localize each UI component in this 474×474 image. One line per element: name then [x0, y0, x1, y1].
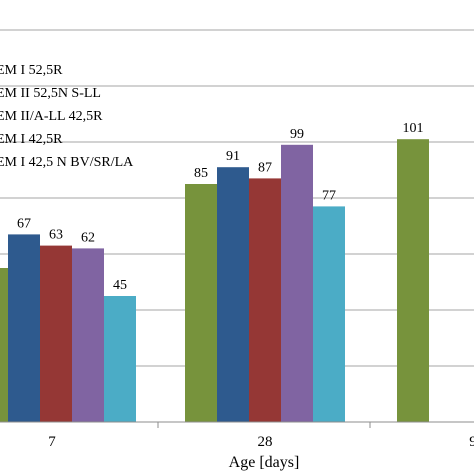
bar — [40, 245, 72, 422]
legend-entry: EM I 42,5 N BV/SR/LA — [0, 155, 134, 170]
x-axis-label: Age [days] — [229, 454, 300, 471]
bar — [397, 139, 429, 422]
legend: EM I 52,5R EM II 52,5N S-LL EM II/A-LL 42,… — [0, 63, 134, 170]
bar — [72, 248, 104, 422]
data-label: 45 — [113, 278, 127, 293]
bar — [249, 178, 281, 422]
legend-entry: EM I 52,5R — [0, 63, 63, 78]
data-label: 101 — [403, 121, 424, 136]
bars — [0, 139, 429, 423]
data-label: 77 — [322, 188, 336, 203]
data-label: 91 — [226, 149, 240, 164]
data-label: 63 — [49, 228, 63, 243]
bar — [104, 296, 136, 422]
legend-entry: EM II 52,5N S-LL — [0, 86, 101, 101]
bar — [281, 144, 313, 423]
x-tick-label: 9 — [469, 434, 474, 450]
x-tick-label: 28 — [258, 434, 273, 450]
x-tick-label: 7 — [48, 434, 56, 450]
bar — [8, 234, 40, 422]
legend-entry: EM II/A-LL 42,5R — [0, 109, 103, 124]
bar — [313, 206, 345, 422]
data-label: 62 — [81, 230, 95, 245]
data-label: 85 — [194, 166, 208, 181]
bar — [0, 268, 8, 422]
data-label: 87 — [258, 160, 272, 175]
bar — [217, 167, 249, 422]
bar — [185, 184, 217, 422]
x-axis: 7 28 9 — [0, 421, 474, 450]
legend-entry: EM I 42,5R — [0, 132, 63, 147]
data-label: 99 — [290, 127, 304, 142]
data-label: 67 — [17, 216, 31, 231]
data-labels: 85 101 67 91 63 87 62 99 45 77 — [17, 121, 424, 293]
